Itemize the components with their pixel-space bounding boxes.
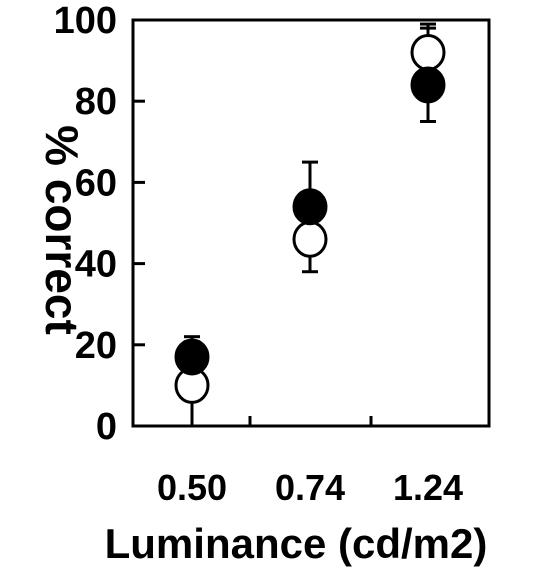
- x-tick-labels: 0.50 0.74 1.24: [157, 467, 463, 508]
- y-tick-label: 40: [75, 244, 117, 286]
- y-axis-label: % correct: [36, 125, 88, 335]
- filled-point: [410, 66, 446, 104]
- x-tick-label: 0.50: [157, 467, 227, 508]
- filled-point: [174, 338, 210, 376]
- x-axis-label: Luminance (cd/m2): [105, 520, 488, 567]
- open-point: [292, 220, 328, 258]
- y-tick-label: 60: [75, 162, 117, 204]
- y-tick-label: 100: [54, 0, 117, 42]
- filled-point: [292, 188, 328, 226]
- y-tick-labels: 0 20 40 60 80 100: [54, 0, 117, 448]
- markers: [174, 33, 446, 404]
- plot-frame: [131, 18, 491, 428]
- open-point: [410, 33, 446, 71]
- x-tick-label: 1.24: [393, 467, 463, 508]
- x-tick-label: 0.74: [275, 467, 345, 508]
- y-tick-label: 20: [75, 325, 117, 367]
- axes: [131, 18, 491, 428]
- y-tick-label: 80: [75, 81, 117, 123]
- y-tick-label: 0: [96, 406, 117, 448]
